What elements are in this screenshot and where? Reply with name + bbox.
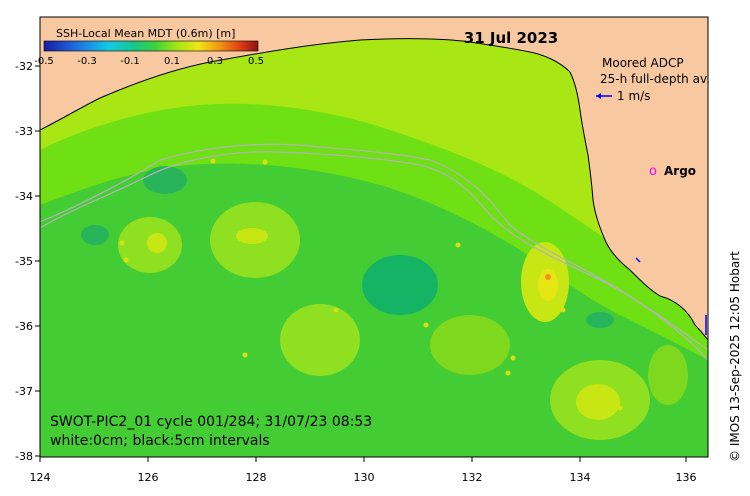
y-tick-label: -38	[15, 450, 33, 463]
argo-float	[617, 405, 623, 411]
colorbar-gradient	[43, 40, 259, 52]
eddy-teal-4	[586, 312, 614, 328]
y-tick-label: -33	[15, 125, 33, 138]
depth-contour-2	[40, 143, 708, 361]
x-tick-label: 130	[354, 471, 375, 484]
argo-legend: o Argo	[649, 164, 696, 179]
x-tick-label: 128	[246, 471, 267, 484]
eddy-teal-1	[362, 255, 438, 315]
argo-float	[242, 352, 248, 358]
argo-float	[505, 370, 511, 376]
depth-contour-1	[40, 151, 708, 351]
adcp-legend-line2: 25-h full-depth av.	[600, 72, 710, 86]
argo-float	[333, 307, 339, 313]
x-tick-label: 126	[138, 471, 159, 484]
y-tick-label: -37	[15, 385, 33, 398]
argo-legend-label: Argo	[664, 164, 696, 178]
colorbar-tick: -0.5	[34, 56, 54, 67]
colorbar-tick: -0.1	[120, 56, 140, 67]
warm-core-3	[236, 228, 268, 244]
contour-interval-info: white:0cm; black:5cm intervals	[50, 433, 270, 449]
colorbar: SSH-Local Mean MDT (0.6m) [m] -0.5 -0.3 …	[34, 27, 264, 67]
x-axis: 124 126 128 130 132 134 136	[30, 457, 697, 484]
argo-float	[455, 242, 461, 248]
y-axis: -32 -33 -34 -35 -36 -37 -38	[15, 60, 40, 463]
plot-frame	[39, 16, 709, 458]
warm-core-1b	[538, 269, 558, 301]
adcp-legend: Moored ADCP 25-h full-depth av. 1 m/s	[596, 56, 710, 103]
argo-float	[545, 274, 551, 280]
imos-credit: © IMOS 13-Sep-2025 12:05 Hobart	[728, 251, 742, 462]
y-tick-label: -35	[15, 255, 33, 268]
adcp-scale-arrowhead	[596, 93, 601, 99]
eddy-green-3	[280, 304, 360, 376]
colorbar-tick: -0.3	[77, 56, 97, 67]
y-tick-label: -36	[15, 320, 33, 333]
x-tick-label: 136	[676, 471, 697, 484]
argo-float	[510, 355, 516, 361]
shelf-band	[40, 17, 708, 330]
argo-float	[560, 307, 566, 313]
argo-float	[123, 257, 129, 263]
adcp-scale-label: 1 m/s	[617, 89, 650, 103]
warm-core-4	[147, 233, 167, 253]
argo-float	[423, 322, 429, 328]
eddy-teal-2	[143, 166, 187, 194]
warm-core-2	[576, 384, 620, 420]
slope-band	[40, 103, 708, 360]
x-tick-label: 124	[30, 471, 51, 484]
colorbar-title: SSH-Local Mean MDT (0.6m) [m]	[56, 27, 235, 40]
eddy-teal-3	[81, 225, 109, 245]
argo-float	[210, 158, 216, 164]
colorbar-tick: 0.1	[164, 56, 180, 67]
y-tick-label: -34	[15, 190, 33, 203]
eddy-green-4	[430, 315, 510, 375]
map-date: 31 Jul 2023	[464, 29, 558, 47]
y-tick-label: -32	[15, 60, 33, 73]
argo-float	[119, 240, 125, 246]
argo-legend-symbol: o	[649, 164, 657, 179]
x-tick-label: 132	[462, 471, 483, 484]
adcp-legend-line1: Moored ADCP	[602, 56, 684, 70]
adcp-arrow	[635, 257, 641, 263]
argo-float	[262, 159, 268, 165]
colorbar-tick: 0.3	[207, 56, 223, 67]
eddy-green-6	[648, 345, 688, 405]
swot-pass-info: SWOT-PIC2_01 cycle 001/284; 31/07/23 08:…	[50, 414, 372, 430]
colorbar-tick: 0.5	[248, 56, 264, 67]
x-tick-label: 134	[570, 471, 591, 484]
